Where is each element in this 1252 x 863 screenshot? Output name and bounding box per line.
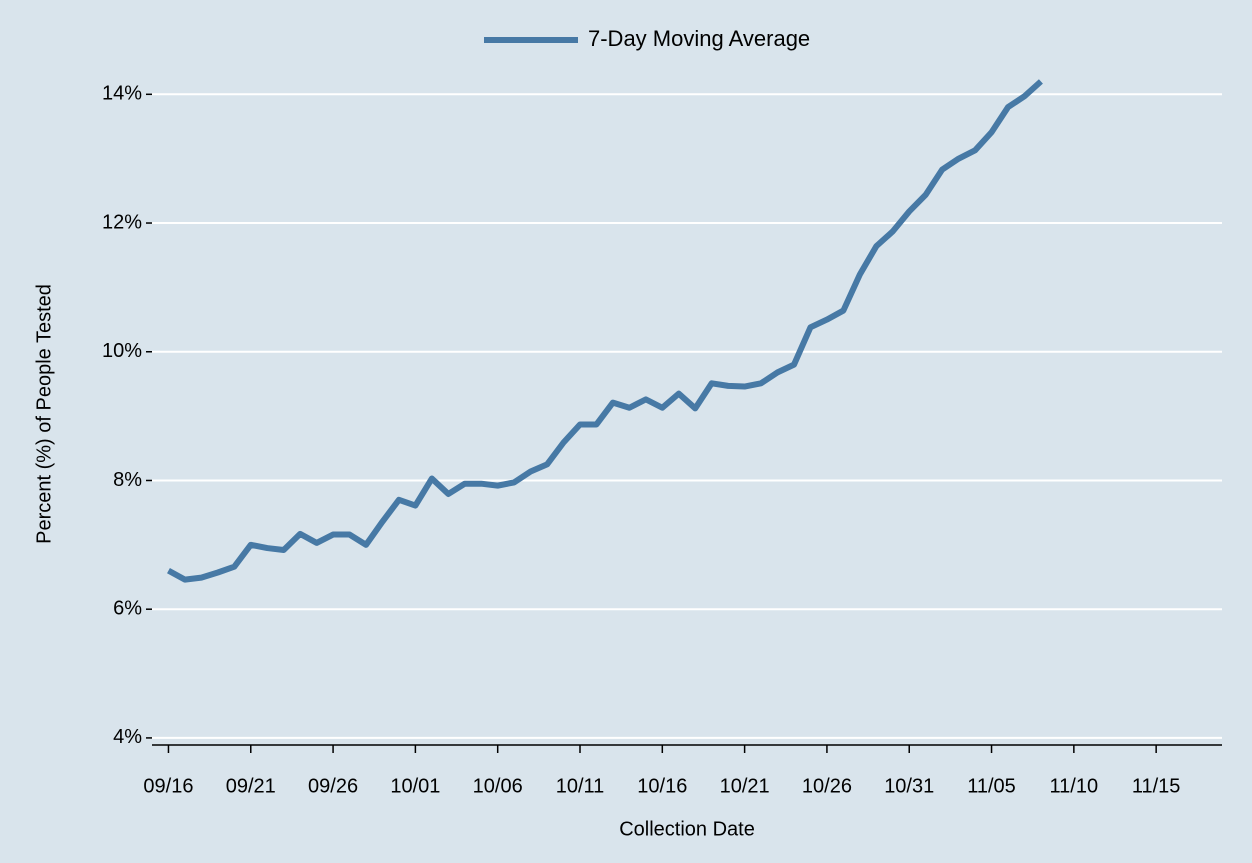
x-tick-label: 11/05	[967, 775, 1016, 797]
y-tick-label: 4%	[113, 726, 142, 748]
x-tick-label: 09/16	[143, 775, 193, 797]
x-tick-label: 10/26	[802, 775, 852, 797]
x-tick-label: 10/21	[720, 775, 770, 797]
x-axis-title: Collection Date	[619, 818, 755, 840]
x-tick-label: 11/15	[1132, 775, 1181, 797]
x-tick-label: 09/21	[226, 775, 276, 797]
y-tick-label: 6%	[113, 597, 142, 619]
x-tick-label: 10/11	[556, 775, 605, 797]
x-tick-label: 10/06	[473, 775, 523, 797]
x-tick-label: 09/26	[308, 775, 358, 797]
y-axis-title: Percent (%) of People Tested	[33, 284, 55, 544]
data-line	[167, 79, 1043, 583]
y-tick-label: 10%	[102, 340, 142, 362]
x-tick-label: 11/10	[1050, 775, 1099, 797]
legend-label: 7-Day Moving Average	[588, 26, 810, 51]
x-tick-label: 10/31	[884, 775, 934, 797]
y-tick-label: 12%	[102, 211, 142, 233]
y-tick-label: 8%	[113, 469, 142, 491]
y-tick-label: 14%	[102, 83, 142, 105]
x-tick-label: 10/01	[390, 775, 440, 797]
x-tick-label: 10/16	[637, 775, 687, 797]
